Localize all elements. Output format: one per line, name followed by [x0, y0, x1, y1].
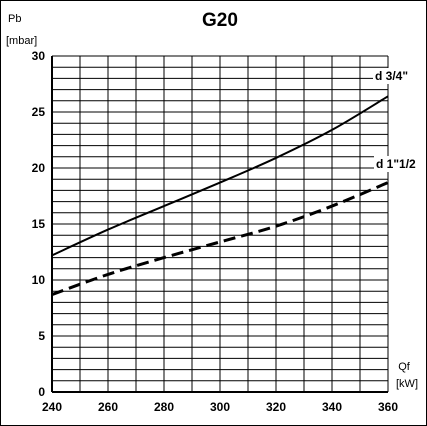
- x-tick-label: 260: [98, 400, 118, 414]
- series: [51, 95, 389, 296]
- y-tick-label: 5: [38, 329, 45, 343]
- x-tick-label: 240: [42, 400, 62, 414]
- x-axis-label: Qf: [398, 361, 411, 373]
- series-label-d-1-1-2: d 1"1/2: [376, 157, 416, 171]
- tick-labels: 0 5 10 15 20 25 30 240 260 280 300 320 340 360: [32, 49, 399, 414]
- x-tick-label: 320: [266, 400, 286, 414]
- series-label-bg: [374, 156, 419, 172]
- x-axis-unit: [kW]: [396, 378, 418, 390]
- y-tick-label: 30: [32, 49, 46, 63]
- title-bg: [199, 10, 241, 31]
- y-tick-label: 0: [38, 385, 45, 399]
- x-tick-label: 280: [154, 400, 174, 414]
- y-axis-label: Pb: [8, 13, 21, 25]
- y-axis-unit: [mbar]: [6, 35, 37, 47]
- grid: [51, 55, 389, 393]
- y-tick-label: 25: [32, 105, 46, 119]
- y-tick-label: 10: [32, 273, 46, 287]
- series-label-d-3-4: d 3/4": [375, 69, 408, 83]
- x-tick-label: 360: [378, 400, 398, 414]
- series-line-d-1-1-2: [51, 181, 389, 296]
- y-tick-label: 15: [32, 217, 46, 231]
- chart-title: G20: [202, 10, 238, 31]
- x-tick-label: 300: [210, 400, 230, 414]
- x-tick-label: 340: [322, 400, 342, 414]
- series-label-bg: [373, 68, 411, 84]
- series-labels: d 3/4" d 1"1/2: [373, 68, 419, 172]
- y-tick-label: 20: [32, 161, 46, 175]
- axes: [51, 56, 388, 393]
- series-line-d-3-4: [51, 95, 389, 257]
